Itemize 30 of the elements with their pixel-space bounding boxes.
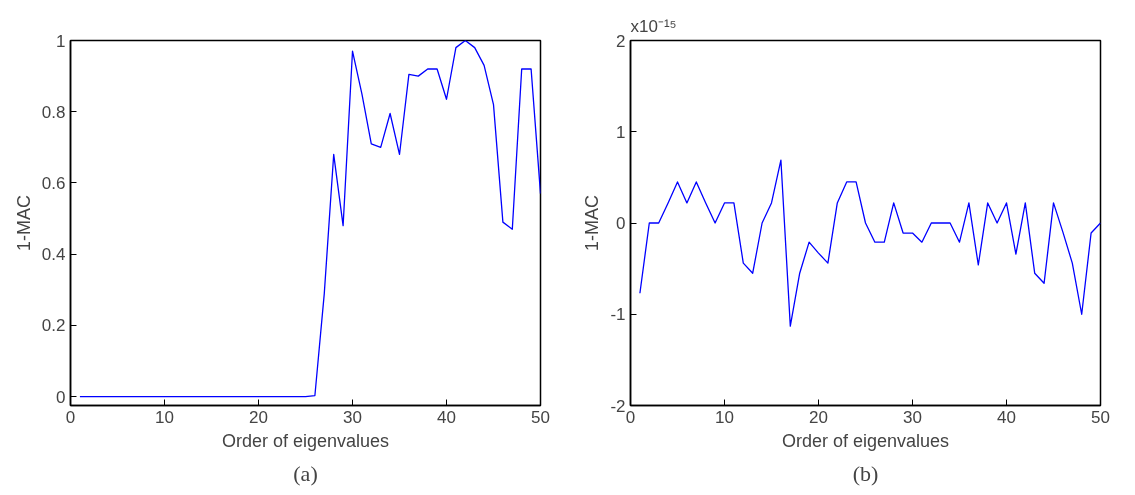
x-tick-label: 40 (997, 407, 1016, 427)
x-tick-label: 50 (531, 407, 550, 427)
x-tick-label: 20 (809, 407, 828, 427)
x-tick-label: 20 (249, 407, 268, 427)
y-tick-label: 1 (56, 31, 66, 51)
y-axis-title: 1-MAC (13, 194, 34, 251)
y-tick-label: 0.2 (41, 316, 66, 336)
x-axis-title: Order of eigenvalues (781, 430, 950, 451)
y-tick-label: 0.4 (41, 245, 66, 265)
x-tick-label: 10 (155, 407, 174, 427)
y-tick-label: 0.8 (41, 102, 66, 122)
x-tick-label: 10 (715, 407, 734, 427)
y-tick-label: 0 (56, 387, 66, 407)
x-tick-label: 30 (343, 407, 362, 427)
y-axis-title: 1-MAC (582, 194, 603, 251)
y-tick-label: 0 (616, 214, 626, 233)
text: x10⁻¹⁵ (630, 16, 677, 36)
y-tick-label: -1 (610, 305, 626, 325)
x-tick-label: 40 (437, 407, 456, 427)
x-axis-title: Order of eigenvalues (221, 430, 390, 451)
text: (b) (852, 460, 879, 486)
y-tick-label: 2 (616, 31, 626, 51)
text: (a) (293, 460, 318, 486)
line-series (639, 159, 1101, 327)
x-tick-label: 30 (903, 407, 922, 427)
y-tick-label: 1 (616, 122, 626, 142)
y-tick-label: 0.6 (41, 173, 66, 193)
line-series (79, 40, 541, 398)
x-tick-label: 50 (1091, 407, 1110, 427)
y-tick-label: -2 (610, 396, 626, 416)
